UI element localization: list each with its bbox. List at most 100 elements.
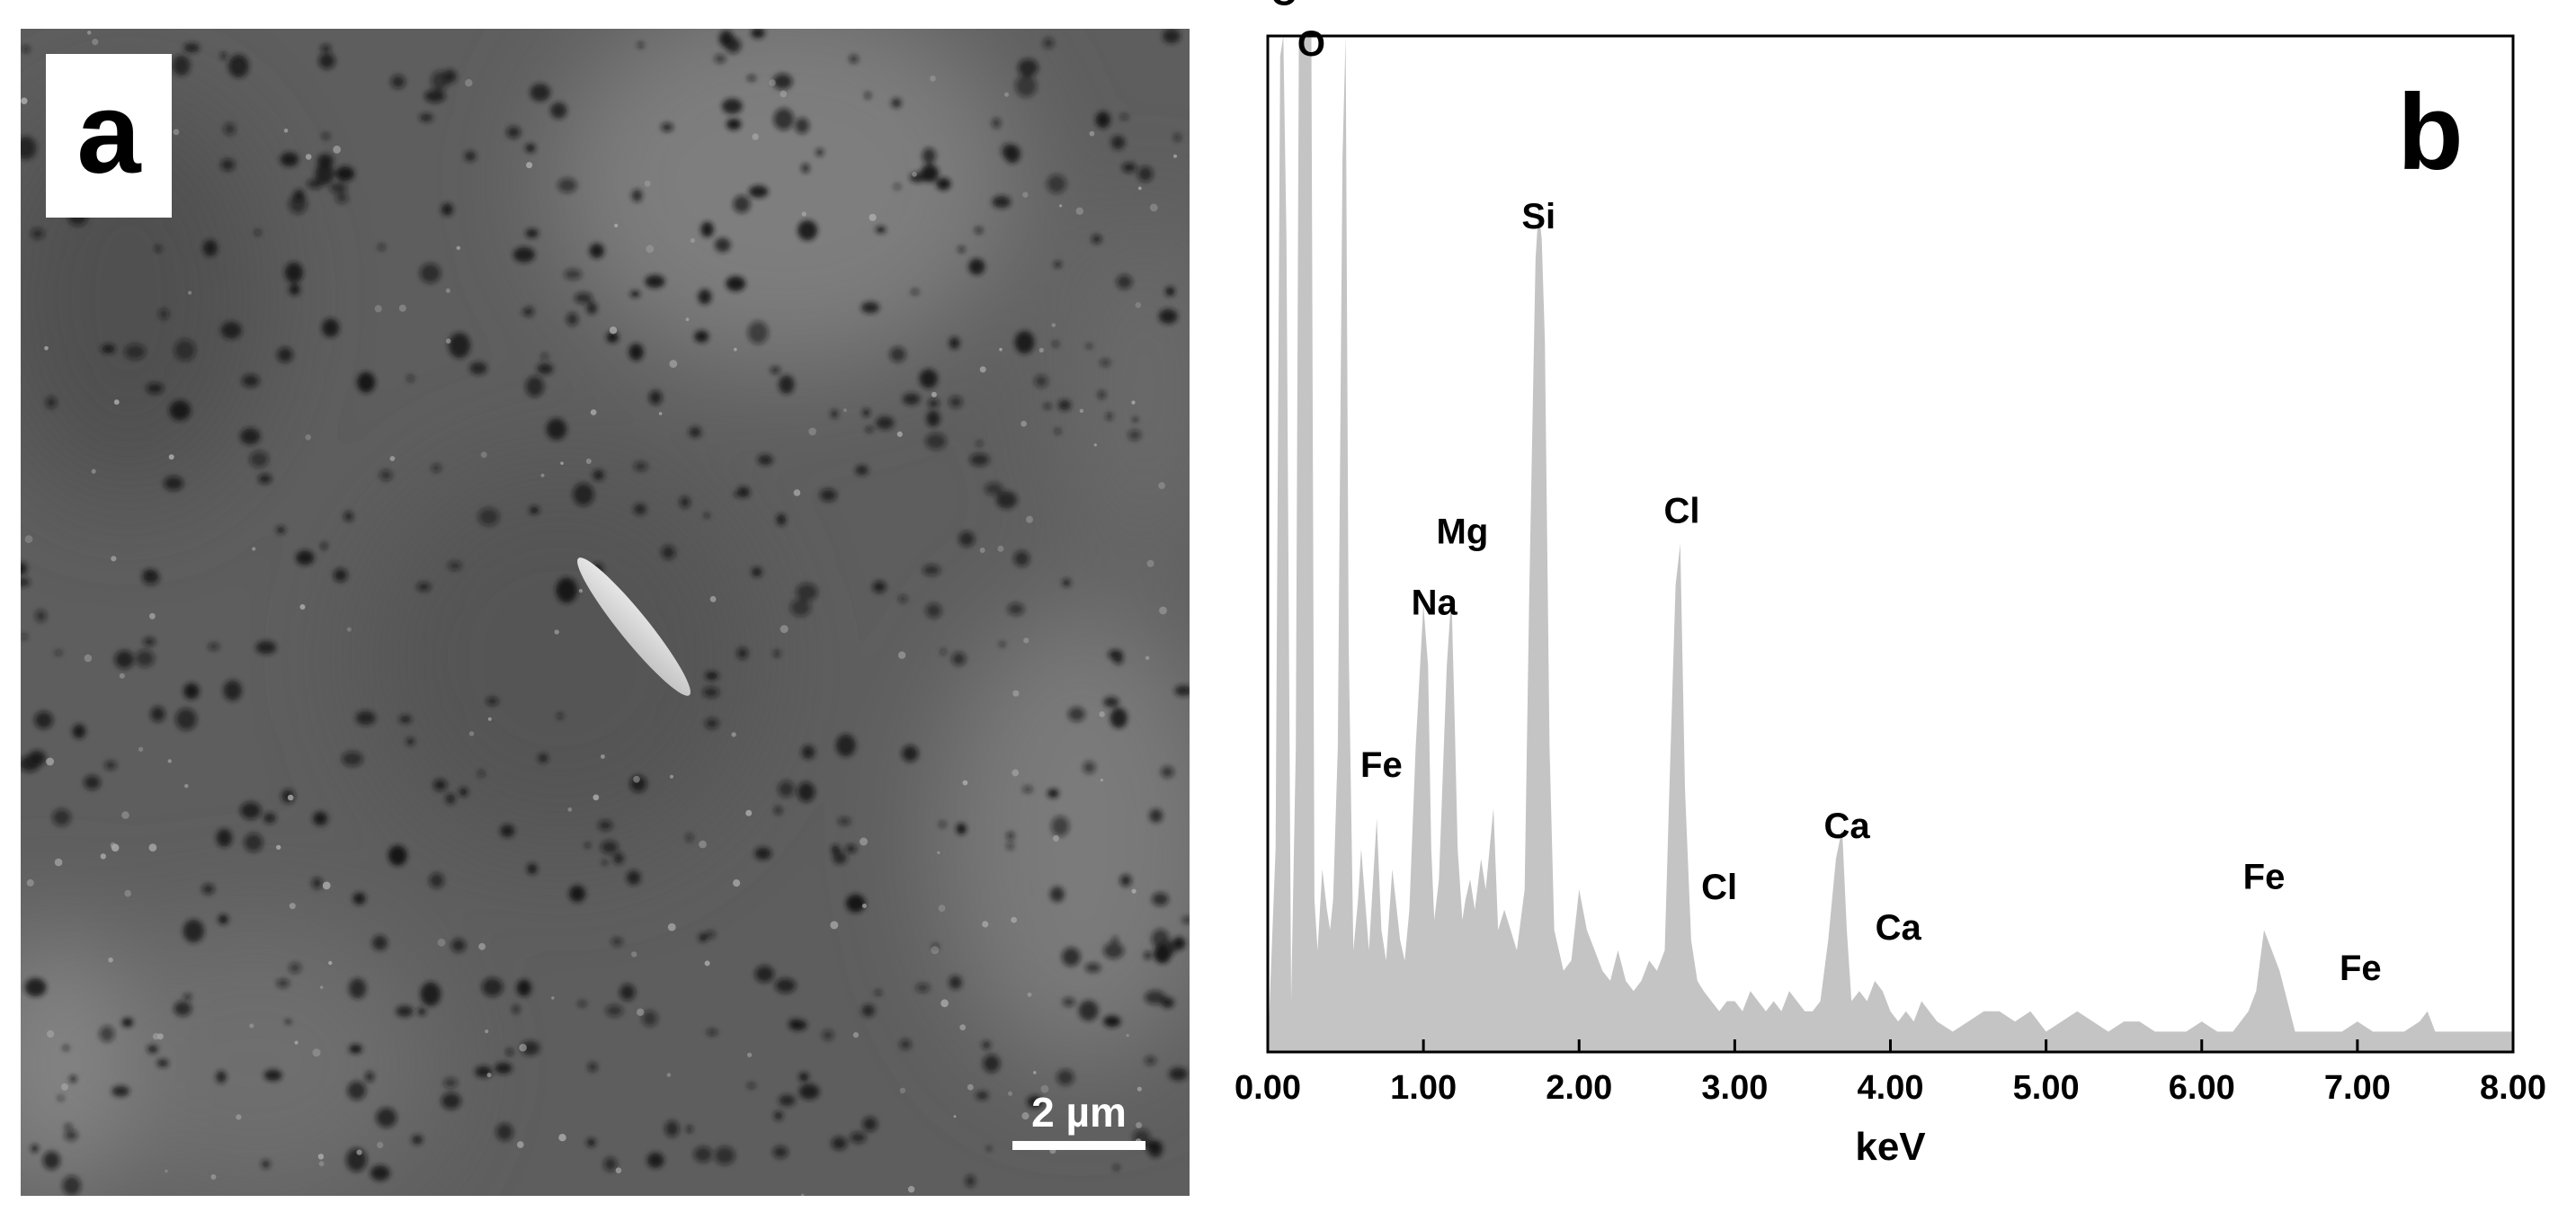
- dark-particle: [216, 828, 233, 847]
- bright-speck: [305, 154, 312, 160]
- x-tick-label: 3.00: [1701, 1069, 1768, 1107]
- dark-particle: [525, 144, 536, 153]
- bright-speck: [21, 97, 28, 104]
- bright-speck: [1145, 655, 1150, 661]
- bright-speck: [769, 79, 776, 86]
- dark-particle: [21, 633, 28, 640]
- dark-particle: [445, 793, 456, 805]
- dark-particle: [289, 962, 301, 974]
- bright-speck: [560, 461, 564, 465]
- dark-particle: [642, 1011, 658, 1027]
- dark-particle: [634, 461, 648, 471]
- dark-particle: [726, 119, 742, 130]
- x-tick-label: 8.00: [2480, 1069, 2546, 1107]
- dark-particle: [28, 750, 46, 766]
- dark-particle: [220, 52, 227, 59]
- bright-speck: [709, 595, 717, 602]
- dark-particle: [1043, 38, 1054, 49]
- bright-speck: [1033, 1071, 1037, 1074]
- dark-particle: [183, 43, 200, 53]
- dark-particle: [1165, 287, 1175, 297]
- x-tick-label: 5.00: [2013, 1069, 2080, 1107]
- bright-speck: [1093, 443, 1097, 447]
- bright-speck: [299, 604, 306, 610]
- dark-particle: [164, 476, 183, 491]
- dark-particle: [289, 283, 300, 296]
- peak-label: Cl: [1664, 492, 1700, 531]
- rod-particle: [577, 557, 691, 696]
- dark-particle: [775, 978, 797, 994]
- bright-speck: [669, 774, 674, 779]
- bright-speck: [631, 951, 637, 958]
- dark-particle: [680, 496, 691, 508]
- bright-speck: [1053, 834, 1059, 842]
- dark-particle: [34, 711, 53, 729]
- dark-particle: [399, 715, 412, 724]
- dark-particle: [183, 919, 204, 943]
- dark-particle: [224, 122, 236, 136]
- dark-particle: [513, 246, 535, 263]
- dark-particle: [521, 309, 530, 316]
- dark-particle: [797, 781, 816, 802]
- bright-speck: [1089, 130, 1095, 137]
- dark-particle: [773, 108, 794, 130]
- dark-particle: [406, 737, 414, 745]
- dark-particle: [334, 568, 348, 582]
- bright-speck: [1136, 1086, 1142, 1092]
- bright-speck: [111, 556, 117, 562]
- bright-speck: [704, 960, 710, 967]
- dark-particle: [707, 1029, 718, 1036]
- dark-particle: [1103, 1015, 1121, 1028]
- bright-speck: [614, 223, 619, 227]
- dark-particle: [876, 416, 895, 430]
- dark-particle: [838, 817, 851, 825]
- dark-particle: [925, 432, 947, 450]
- peak-label: Si: [1521, 197, 1555, 236]
- dark-particle: [902, 393, 921, 406]
- dark-particle: [417, 1007, 426, 1016]
- bright-speck: [465, 79, 473, 87]
- x-tick-label: 2.00: [1546, 1069, 1612, 1107]
- dark-particle: [174, 339, 196, 361]
- bright-speck: [47, 1029, 55, 1038]
- dark-particle: [846, 894, 866, 913]
- bright-speck: [1022, 192, 1029, 198]
- dark-particle: [845, 844, 857, 853]
- dark-particle: [915, 983, 930, 993]
- dark-particle: [715, 237, 731, 253]
- dark-particle: [1145, 990, 1166, 1005]
- bright-speck: [585, 459, 592, 464]
- dark-particle: [891, 98, 902, 108]
- bright-speck: [312, 1048, 321, 1057]
- dark-particle: [1152, 892, 1169, 906]
- dark-particle: [1144, 951, 1152, 959]
- dark-particle: [965, 1175, 976, 1187]
- dark-particle: [564, 269, 582, 280]
- dark-particle: [1054, 262, 1062, 268]
- bright-speck: [1131, 888, 1136, 894]
- bright-speck: [184, 784, 189, 789]
- dark-particle: [702, 687, 719, 698]
- dark-particle: [419, 113, 433, 122]
- dark-particle: [150, 706, 165, 722]
- bright-speck: [478, 942, 486, 950]
- dark-particle: [586, 302, 598, 315]
- bright-speck: [84, 654, 93, 663]
- dark-particle: [722, 98, 743, 114]
- dark-particle: [1018, 58, 1038, 77]
- dark-particle: [1044, 404, 1051, 409]
- dark-particle: [898, 594, 908, 603]
- micrograph-panel: a 2 µm: [21, 29, 1190, 1196]
- dark-particle: [849, 55, 859, 64]
- dark-particle: [114, 650, 135, 669]
- dark-particle: [566, 312, 578, 326]
- bright-speck: [100, 853, 107, 860]
- dark-particle: [577, 1001, 587, 1007]
- dark-particle: [992, 118, 1001, 129]
- dark-particle: [255, 640, 277, 655]
- bright-speck: [685, 317, 690, 322]
- bright-speck: [468, 731, 475, 736]
- dark-particle: [1047, 789, 1059, 798]
- peak-label: C: [1270, 0, 1297, 13]
- dark-particle: [99, 1026, 115, 1042]
